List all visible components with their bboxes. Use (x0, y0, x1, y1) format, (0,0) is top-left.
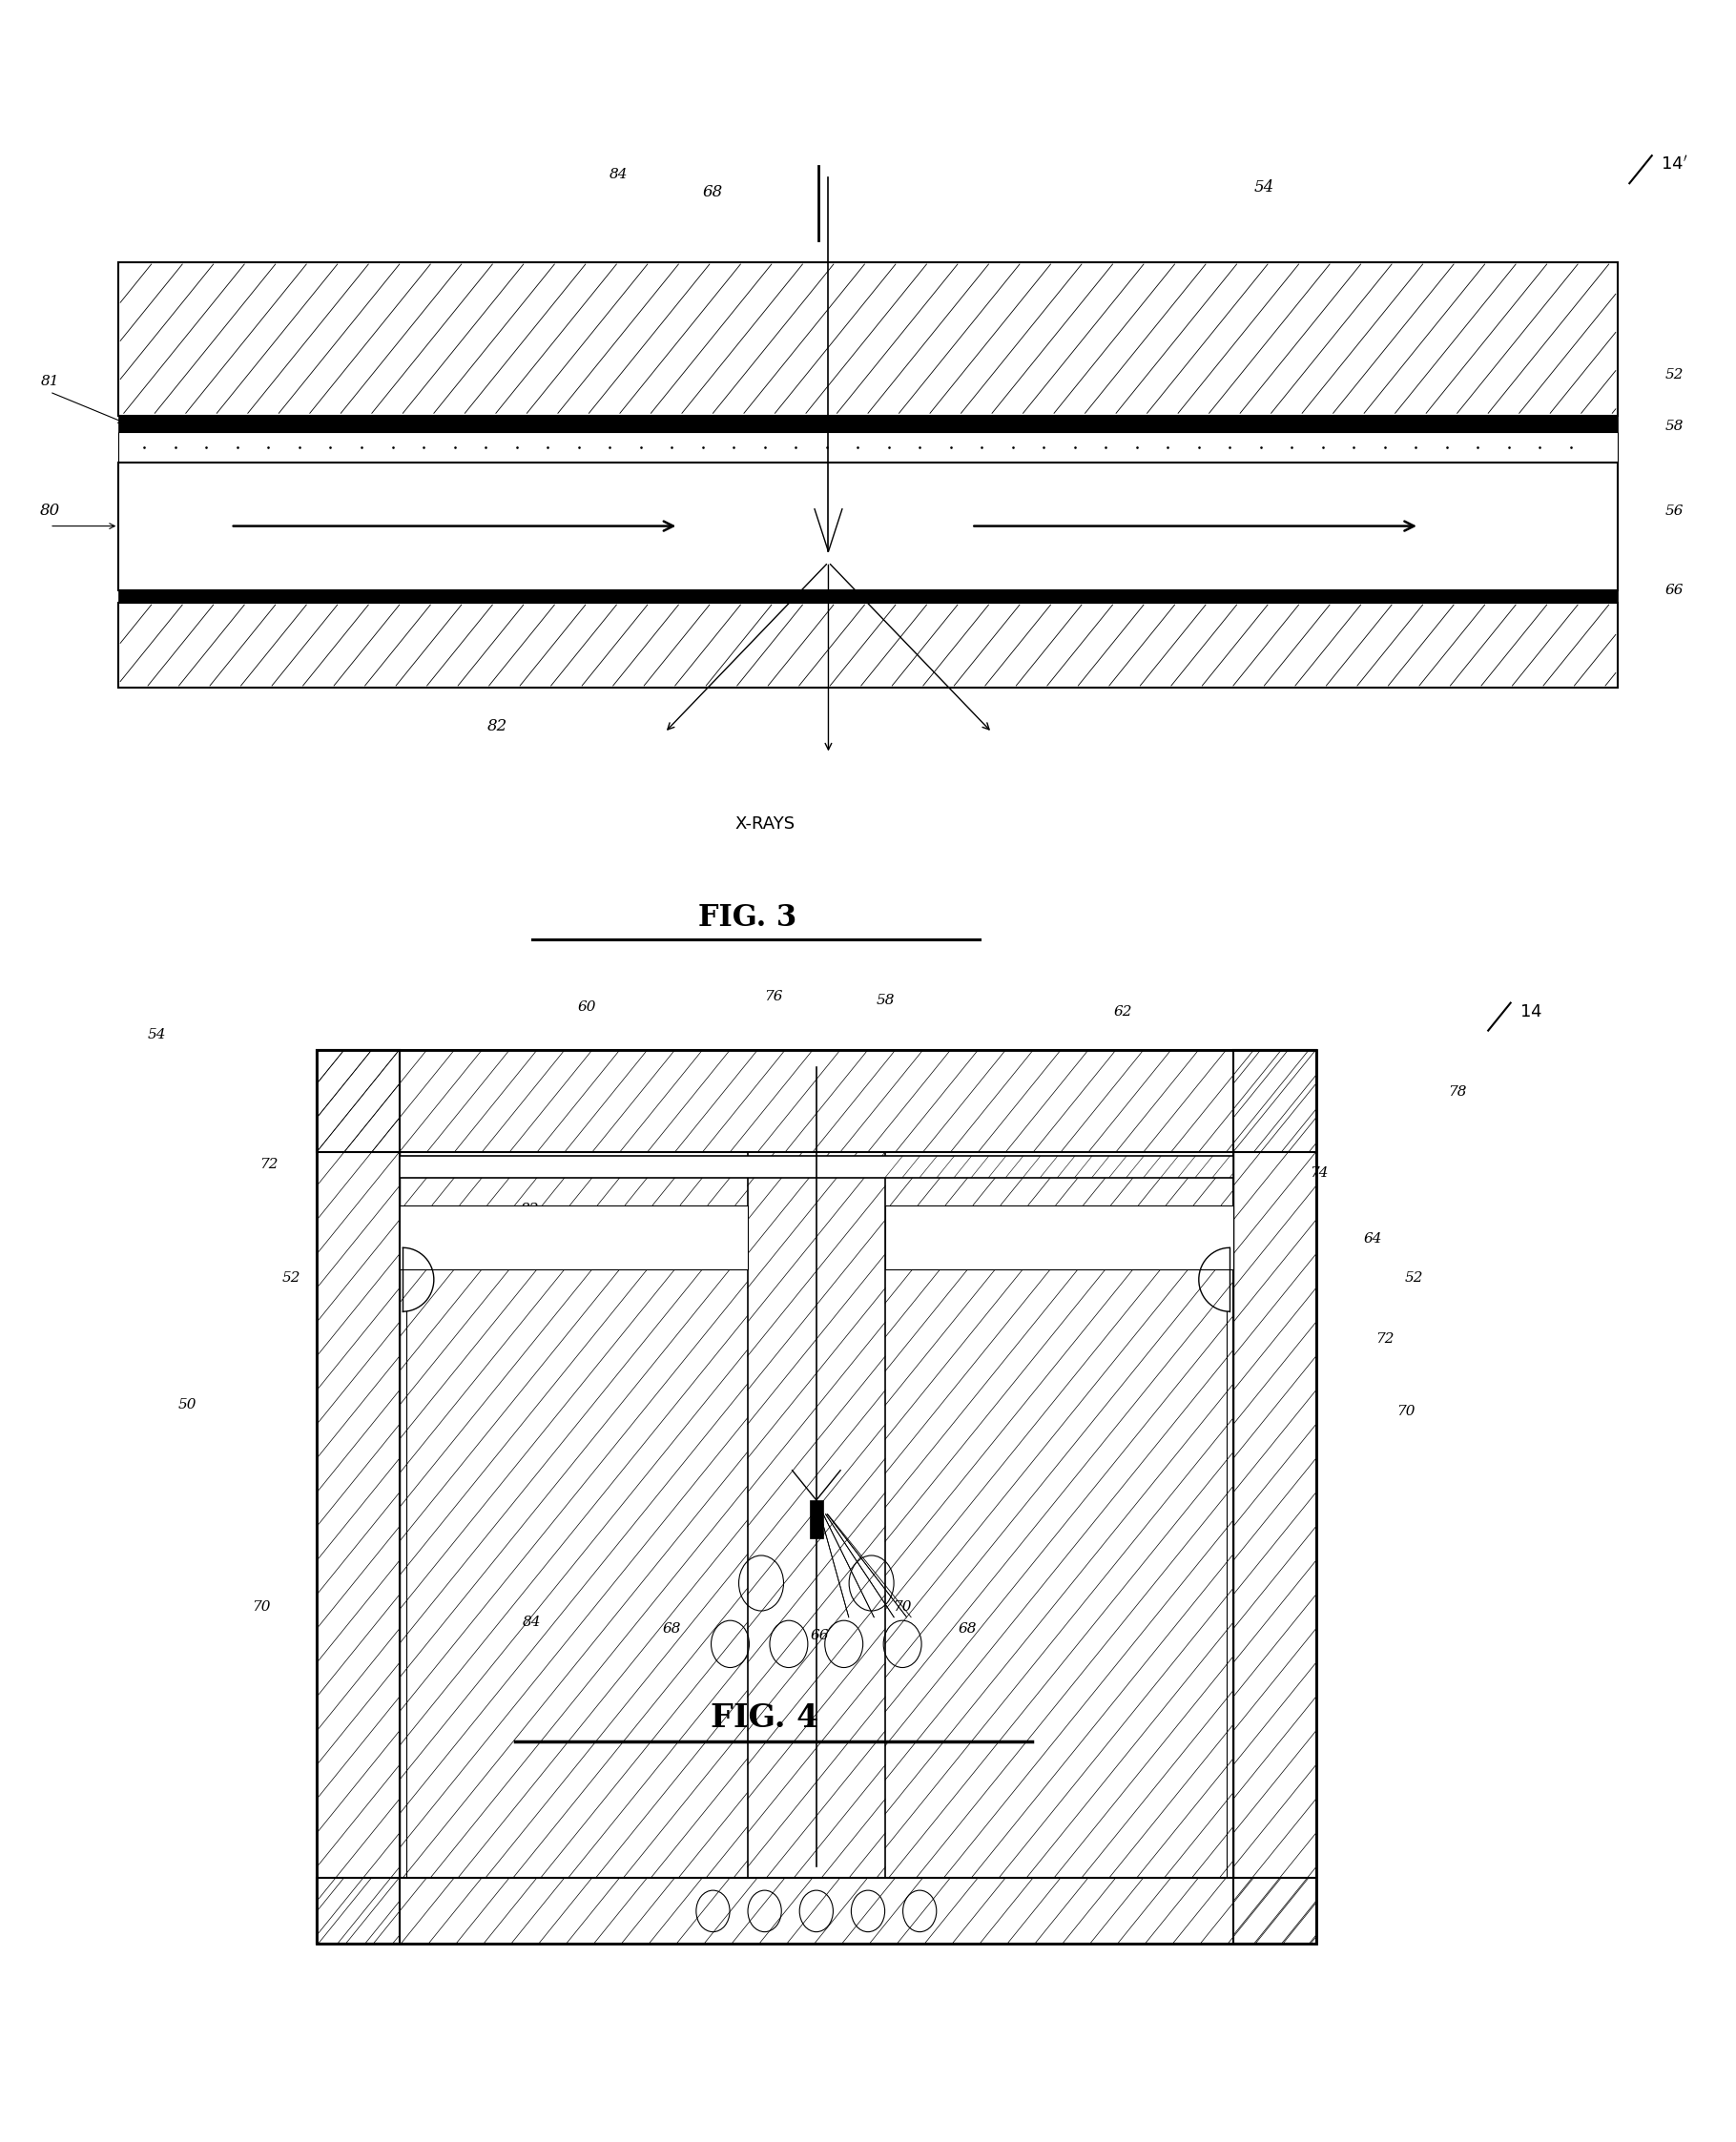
Text: 62: 62 (1115, 1005, 1132, 1017)
Text: 68: 68 (703, 184, 724, 199)
Text: 66: 66 (811, 1628, 830, 1641)
Polygon shape (118, 416, 1618, 433)
Polygon shape (316, 1050, 1316, 1943)
Text: 56: 56 (1665, 506, 1684, 518)
Text: 84: 84 (609, 167, 627, 182)
Text: 52: 52 (1665, 368, 1684, 381)
Polygon shape (118, 602, 1618, 688)
Text: 72: 72 (1375, 1332, 1394, 1345)
Text: 52: 52 (281, 1270, 300, 1285)
Text: 81: 81 (40, 375, 59, 388)
Text: 76: 76 (764, 990, 783, 1002)
Polygon shape (885, 1206, 1233, 1268)
Polygon shape (118, 433, 1618, 463)
Polygon shape (399, 1206, 748, 1268)
Text: 58: 58 (877, 994, 894, 1007)
Text: 70: 70 (892, 1600, 911, 1615)
Text: 82: 82 (521, 1202, 540, 1217)
Text: 84: 84 (523, 1615, 542, 1630)
Text: 78: 78 (1448, 1086, 1467, 1099)
Text: 59: 59 (1035, 1212, 1054, 1227)
Text: 72: 72 (259, 1159, 278, 1172)
Text: 68: 68 (958, 1621, 977, 1634)
Text: 60: 60 (578, 1000, 597, 1013)
Text: 68: 68 (663, 1621, 681, 1634)
Text: 64: 64 (1363, 1232, 1382, 1247)
Text: 66: 66 (1665, 583, 1684, 598)
Text: FIG. 3: FIG. 3 (698, 904, 797, 932)
Text: 50: 50 (179, 1399, 196, 1412)
Polygon shape (809, 1499, 823, 1538)
Text: 82: 82 (488, 718, 507, 735)
Text: 54: 54 (148, 1028, 167, 1041)
Text: 52: 52 (1404, 1270, 1424, 1285)
Text: FIG. 4: FIG. 4 (710, 1703, 819, 1733)
Polygon shape (118, 589, 1618, 602)
Text: 70: 70 (1396, 1405, 1415, 1418)
Text: X-RAYS: X-RAYS (734, 816, 795, 833)
Polygon shape (118, 463, 1618, 589)
Text: 74: 74 (1311, 1167, 1328, 1180)
Text: $14'$: $14'$ (1661, 154, 1687, 174)
Polygon shape (399, 1157, 1233, 1178)
Text: 54: 54 (1253, 180, 1274, 195)
Text: 80: 80 (40, 503, 59, 518)
Text: 58: 58 (1665, 420, 1684, 433)
Text: 70: 70 (252, 1600, 271, 1615)
Polygon shape (118, 261, 1618, 416)
Text: $14$: $14$ (1519, 1002, 1543, 1020)
